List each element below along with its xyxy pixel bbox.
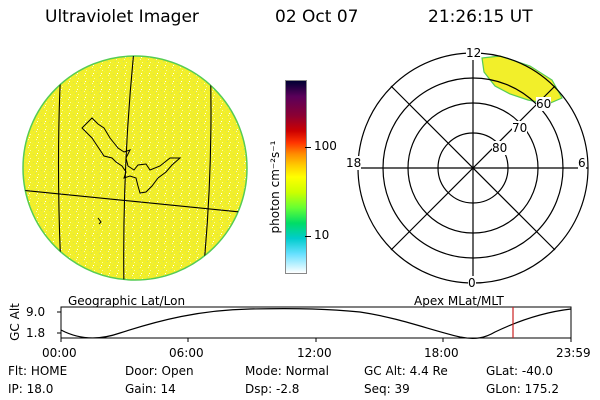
status-dsp: Dsp: -2.8 bbox=[245, 382, 300, 396]
status-gc-alt: GC Alt: 4.4 Re bbox=[364, 364, 448, 378]
island-outline bbox=[97, 217, 102, 225]
geo-panel-label: Geographic Lat/Lon bbox=[68, 294, 186, 308]
mlat-label-80: 80 bbox=[492, 141, 508, 155]
status-seq: Seq: 39 bbox=[364, 382, 410, 396]
colorbar-tick-10: 10 bbox=[314, 228, 330, 242]
alt-xtick-1: 06:00 bbox=[169, 346, 204, 360]
mlt-label-0: 0 bbox=[468, 276, 476, 290]
status-flt: Flt: HOME bbox=[8, 364, 68, 378]
time-label: 21:26:15 UT bbox=[428, 7, 533, 27]
colorbar-tick-mark bbox=[305, 147, 311, 148]
alt-xtick-4: 23:59 bbox=[556, 346, 591, 360]
status-glon: GLon: 175.2 bbox=[486, 382, 559, 396]
altitude-curve bbox=[60, 308, 572, 339]
colorbar bbox=[285, 80, 307, 274]
alt-ytick-1-8: 1.8 bbox=[26, 326, 46, 340]
alt-ytick-9: 9.0 bbox=[26, 305, 46, 319]
mlat-label-60: 60 bbox=[536, 97, 552, 111]
apex-panel-label: Apex MLat/MLT bbox=[414, 294, 504, 308]
mlt-label-18: 18 bbox=[346, 156, 362, 170]
mlt-label-12: 12 bbox=[466, 46, 482, 60]
colorbar-tick-100: 100 bbox=[314, 139, 337, 153]
land-outline bbox=[81, 117, 182, 194]
colorbar-tick-mark bbox=[305, 236, 311, 237]
status-gain: Gain: 14 bbox=[125, 382, 176, 396]
status-door: Door: Open bbox=[125, 364, 194, 378]
date-label: 02 Oct 07 bbox=[275, 7, 359, 27]
instrument-title: Ultraviolet Imager bbox=[45, 7, 199, 27]
alt-xtick-2: 12:00 bbox=[297, 346, 332, 360]
alt-xtick-0: 00:00 bbox=[42, 346, 77, 360]
status-mode: Mode: Normal bbox=[245, 364, 329, 378]
status-glat: GLat: -40.0 bbox=[486, 364, 553, 378]
alt-plot-ylabel: GC Alt bbox=[7, 303, 22, 341]
mlt-label-6: 6 bbox=[578, 156, 586, 170]
alt-xtick-3: 18:00 bbox=[424, 346, 459, 360]
status-ip: IP: 18.0 bbox=[8, 382, 54, 396]
mlat-label-70: 70 bbox=[512, 121, 528, 135]
